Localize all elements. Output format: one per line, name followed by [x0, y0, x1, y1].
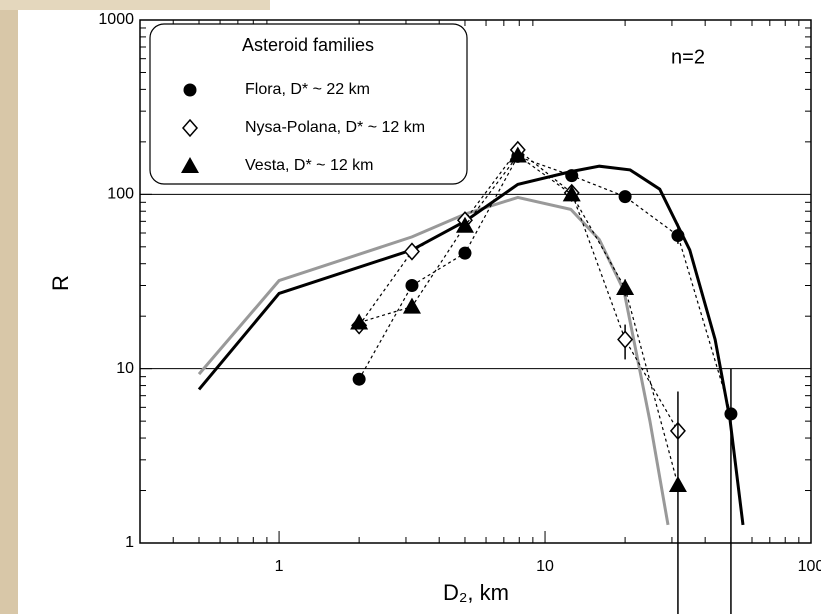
annotation: n=2: [671, 46, 705, 68]
y-tick-label: 100: [107, 186, 134, 203]
legend-marker: [183, 83, 197, 97]
data-point: [618, 190, 632, 204]
data-point: [565, 169, 579, 183]
data-point: [616, 279, 635, 296]
data-point: [668, 476, 687, 493]
series-line: [358, 155, 732, 415]
data-point: [562, 185, 581, 202]
data-point: [403, 242, 420, 261]
legend-title: Asteroid families: [242, 35, 374, 55]
background-strip: [0, 0, 270, 10]
data-point: [508, 146, 527, 163]
legend-label: Flora, D* ~ 22 km: [245, 81, 370, 98]
x-tick-label: 10: [536, 558, 554, 575]
legend-marker: [181, 157, 199, 173]
data-point: [455, 216, 474, 233]
data-point: [350, 313, 369, 330]
data-point: [617, 330, 634, 349]
plot-frame: [139, 19, 812, 544]
legend-label: Vesta, D* ~ 12 km: [245, 157, 374, 174]
x-axis-label: D₂, km: [443, 580, 509, 605]
data-point: [402, 297, 421, 314]
background-strip: [0, 0, 18, 614]
y-tick-label: 1: [125, 534, 134, 551]
model-curve: [197, 195, 670, 526]
data-point: [352, 372, 366, 386]
y-axis-label: R: [48, 275, 73, 291]
legend-label: Nysa-Polana, D* ~ 12 km: [245, 119, 425, 136]
legend-marker: [182, 118, 198, 138]
legend-box: [149, 23, 468, 185]
y-tick-label: 1000: [98, 11, 134, 28]
data-point: [458, 246, 472, 260]
x-tick-label: 1: [275, 558, 284, 575]
x-tick-label: 100: [798, 558, 821, 575]
y-tick-label: 10: [116, 360, 134, 377]
data-point: [671, 229, 685, 243]
data-point: [724, 407, 738, 421]
data-point: [405, 278, 419, 292]
